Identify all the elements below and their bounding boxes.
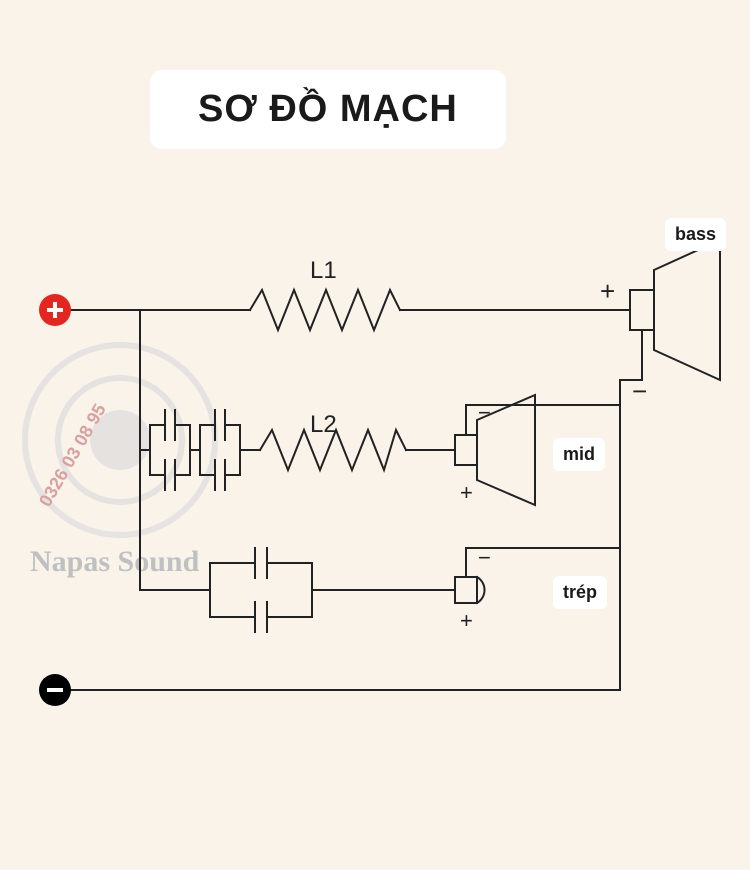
- mid-label: mid: [553, 438, 605, 471]
- circuit-diagram: + −: [0, 0, 750, 870]
- svg-text:+: +: [600, 276, 615, 306]
- input-minus-icon: [39, 674, 71, 706]
- svg-text:+: +: [460, 608, 473, 633]
- l2-label: L2: [310, 411, 337, 438]
- svg-text:−: −: [478, 400, 491, 425]
- input-plus-icon: [39, 294, 71, 326]
- svg-text:−: −: [478, 545, 491, 570]
- svg-text:+: +: [460, 480, 473, 505]
- bass-label: bass: [665, 218, 726, 251]
- l1-label: L1: [310, 257, 337, 284]
- trep-label: trép: [553, 576, 607, 609]
